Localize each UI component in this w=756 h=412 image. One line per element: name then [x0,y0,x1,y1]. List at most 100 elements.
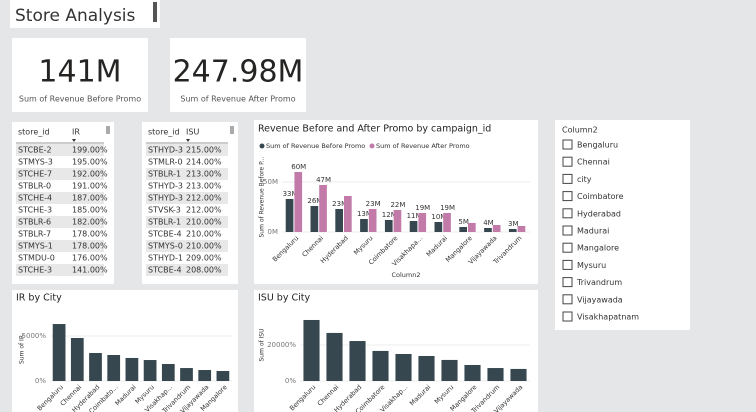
cell: STHYD-3 [148,146,183,155]
cell: 141.00% [72,266,108,275]
cell: 191.00% [72,182,108,191]
cell: 199.00% [72,146,108,155]
cell: STCBE-4 [148,266,182,275]
bar [409,221,418,232]
bar [335,209,343,232]
cell: STCBE-2 [18,146,52,155]
slicer-item[interactable]: Coimbatore [577,192,624,201]
bar [216,371,230,381]
checkbox[interactable] [562,259,573,270]
y-tick-label: 0% [35,377,46,385]
cell: 187.00% [72,194,108,203]
legend-marker [259,143,265,149]
cell: STMLR-0 [148,158,183,167]
slicer-item[interactable]: Hyderabad [577,209,621,218]
row-stripe [146,216,228,228]
bar [395,354,412,381]
checkbox[interactable] [562,225,573,236]
bar [418,355,435,381]
checkbox[interactable] [562,173,573,184]
bar [368,209,377,232]
checkbox[interactable] [562,156,573,167]
row-stripe [146,264,228,276]
chart-panel [12,290,238,412]
slicer-item[interactable]: Madurai [577,227,609,236]
slicer-title: Column2 [562,126,598,135]
bar [52,324,66,381]
y-axis-title: Sum of ISU [259,328,266,361]
bar [319,185,327,232]
slicer-item[interactable]: Mangalore [577,244,619,253]
cell: STCHE-7 [18,170,52,179]
page-title: Store Analysis [15,6,136,26]
column-header: IR [72,128,80,137]
y-tick-label: 5000% [22,332,47,340]
bar [107,354,121,381]
cell: 195.00% [72,158,108,167]
slicer-item[interactable]: Vijayawada [577,295,623,304]
checkbox[interactable] [562,311,573,322]
cell: STBLR-0 [18,182,51,191]
bar [360,219,368,232]
cell: STMYS-3 [18,158,53,167]
cell: 210.00% [186,218,222,227]
row-stripe [16,264,104,276]
slicer-item[interactable]: Visakhapatnam [577,313,639,322]
data-label: 13M [357,210,372,218]
chart-title: IR by City [16,293,62,304]
bar [517,226,526,232]
checkbox[interactable] [562,242,573,253]
cell: 182.00% [72,218,108,227]
data-label: 23M [332,200,347,208]
slicer-item[interactable]: Trivandrum [576,278,622,287]
scrollbar [106,126,110,134]
data-label: 60M [291,163,306,171]
bar [384,220,393,232]
y-axis-title: Sum of IR [19,335,26,364]
data-label: 26M [307,197,322,205]
checkbox[interactable] [562,294,573,305]
bar [441,359,458,381]
column-header: store_id [18,128,50,137]
row-stripe [146,192,228,204]
slicer-item[interactable]: city [577,175,592,184]
slicer-item[interactable]: Chennai [577,158,610,167]
cell: STMYS-1 [18,242,53,251]
card-panel [12,38,148,112]
bar [372,350,389,381]
data-label: 10M [431,213,446,221]
bar [303,319,320,381]
cell: STBLR-1 [148,170,181,179]
slicer-item[interactable]: Bengaluru [577,141,618,150]
slicer-panel [555,120,690,330]
sort-arrow [72,139,76,142]
y-tick-label: 20000% [267,341,296,349]
checkbox[interactable] [562,139,573,150]
slicer-item[interactable]: Mysuru [577,261,606,270]
chart-panel [254,290,538,412]
checkbox[interactable] [562,208,573,219]
card-label: Sum of Revenue Before Promo [19,95,141,104]
data-label: 5M [458,218,469,226]
bar [468,223,476,232]
bar [285,199,294,232]
chart-title: Revenue Before and After Promo by campai… [258,124,491,135]
cell: STMDU-0 [18,254,55,263]
cell: STBLR-7 [18,230,51,239]
column-header: ISU [186,128,199,137]
bar [459,227,467,232]
cell: 210.00% [186,242,222,251]
cell: 178.00% [72,230,108,239]
legend-label: Sum of Revenue Before Promo [266,142,365,150]
checkbox[interactable] [562,191,573,202]
row-stripe [16,240,104,252]
cell: STBLR-6 [18,218,51,227]
cell: STCHE-4 [18,194,52,203]
bar [508,229,517,232]
y-tick-label: 0% [285,377,296,385]
column-header: store_id [148,128,180,137]
bar [393,210,402,232]
checkbox[interactable] [562,277,573,288]
bar [89,353,102,381]
